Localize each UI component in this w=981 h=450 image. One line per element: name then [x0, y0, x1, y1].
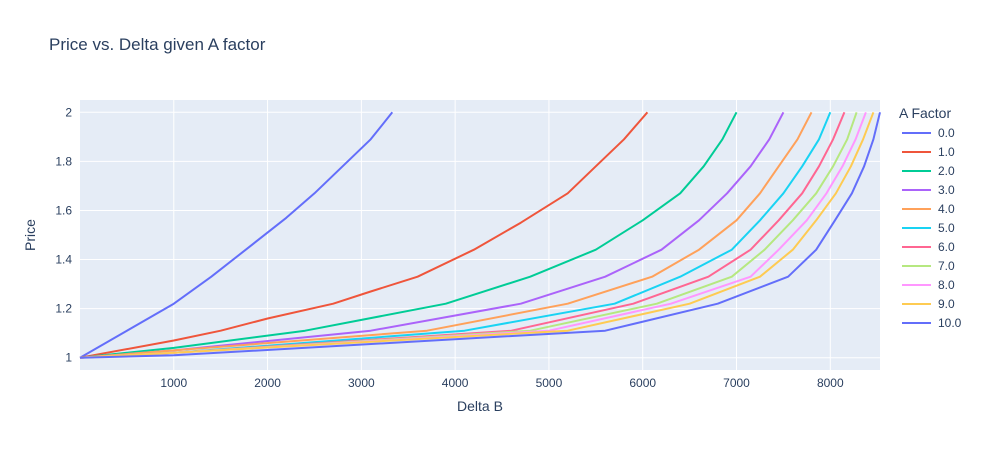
- x-tick-label: 7000: [723, 376, 750, 390]
- series-line-2[interactable]: [79, 111, 738, 359]
- series-line-4[interactable]: [79, 111, 813, 359]
- y-axis-title: Price: [22, 219, 38, 251]
- series-line-10[interactable]: [79, 112, 881, 359]
- legend-label: 8.0: [938, 278, 955, 292]
- chart-title: Price vs. Delta given A factor: [49, 35, 266, 54]
- y-tick-labels: 1 1.2 1.4 1.6 1.8 2: [55, 105, 72, 364]
- x-axis-title: Delta B: [457, 398, 503, 414]
- legend-item[interactable]: 4.0: [902, 202, 955, 216]
- y-tick-label: 1.6: [55, 203, 72, 217]
- legend-label: 10.0: [938, 316, 962, 330]
- series-line-3[interactable]: [79, 111, 785, 359]
- x-tick-label: 2000: [254, 376, 281, 390]
- legend-item[interactable]: 3.0: [902, 183, 955, 197]
- legend-label: 5.0: [938, 221, 955, 235]
- plot-background: [80, 100, 880, 370]
- legend-label: 2.0: [938, 164, 955, 178]
- x-tick-labels: 1000 2000 3000 4000 5000 6000 7000 8000: [160, 376, 844, 390]
- legend[interactable]: A Factor 0.0 1.0 2.0 3.0 4.0 5.0 6.0 7.0 8.0 9.0 1…: [899, 105, 962, 330]
- y-tick-label: 1.4: [55, 253, 72, 267]
- legend-item[interactable]: 0.0: [902, 126, 955, 140]
- legend-item[interactable]: 6.0: [902, 240, 955, 254]
- x-tick-label: 4000: [442, 376, 469, 390]
- y-tick-label: 1.8: [55, 154, 72, 168]
- y-tick-label: 2: [65, 105, 72, 119]
- grid-lines: [80, 100, 880, 370]
- legend-label: 3.0: [938, 183, 955, 197]
- series-lines: [79, 111, 881, 359]
- legend-label: 1.0: [938, 145, 955, 159]
- legend-item[interactable]: 7.0: [902, 259, 955, 273]
- x-tick-label: 8000: [817, 376, 844, 390]
- x-tick-label: 5000: [536, 376, 563, 390]
- series-line-5[interactable]: [79, 111, 832, 359]
- x-tick-label: 3000: [348, 376, 375, 390]
- series-line-1[interactable]: [79, 111, 649, 359]
- series-line-9[interactable]: [79, 111, 875, 359]
- series-line-0[interactable]: [79, 111, 394, 359]
- legend-title: A Factor: [899, 105, 951, 121]
- legend-label: 6.0: [938, 240, 955, 254]
- legend-label: 4.0: [938, 202, 955, 216]
- legend-item[interactable]: 1.0: [902, 145, 955, 159]
- x-tick-label: 6000: [629, 376, 656, 390]
- legend-label: 0.0: [938, 126, 955, 140]
- legend-item[interactable]: 5.0: [902, 221, 955, 235]
- legend-item[interactable]: 8.0: [902, 278, 955, 292]
- y-tick-label: 1.2: [55, 302, 72, 316]
- legend-item[interactable]: 9.0: [902, 297, 955, 311]
- x-tick-label: 1000: [160, 376, 187, 390]
- legend-item[interactable]: 10.0: [902, 316, 962, 330]
- y-tick-label: 1: [65, 351, 72, 365]
- legend-label: 9.0: [938, 297, 955, 311]
- legend-item[interactable]: 2.0: [902, 164, 955, 178]
- legend-label: 7.0: [938, 259, 955, 273]
